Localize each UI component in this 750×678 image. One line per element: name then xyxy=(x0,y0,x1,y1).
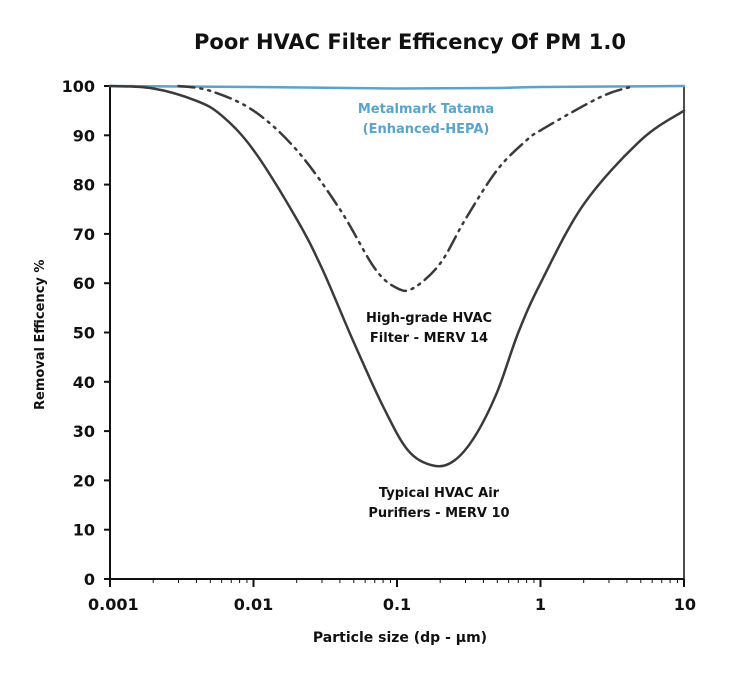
y-tick-label: 100 xyxy=(62,77,95,96)
series-line-metalmark-tatama xyxy=(108,84,686,90)
y-tick-label: 40 xyxy=(73,373,95,392)
x-axis-label: Particle size (dp - µm) xyxy=(312,630,488,646)
chart-title: Poor HVAC Filter Efficency Of PM 1.0 xyxy=(194,30,626,54)
annotation-hepa-line2: (Enhanced-HEPA) xyxy=(363,122,490,137)
annotation-merv14-line2: Filter - MERV 14 xyxy=(370,331,488,346)
annotation-merv10-line2: Purifiers - MERV 10 xyxy=(368,506,509,521)
series-line-merv10 xyxy=(108,84,686,468)
y-tick-label: 30 xyxy=(73,422,95,441)
x-tick-label: 0.001 xyxy=(88,595,139,614)
y-tick-label: 0 xyxy=(84,570,95,589)
series-line-merv14 xyxy=(177,84,636,293)
y-tick-label: 10 xyxy=(73,521,95,540)
annotation-merv10-line1: Typical HVAC Air xyxy=(379,486,500,501)
x-tick-label: 0.1 xyxy=(383,595,411,614)
y-tick-label: 70 xyxy=(73,225,95,244)
y-tick-label: 90 xyxy=(73,126,95,145)
y-tick-label: 50 xyxy=(73,324,95,343)
y-tick-label: 20 xyxy=(73,471,95,490)
x-tick-label: 1 xyxy=(535,595,546,614)
annotation-merv14-line1: High-grade HVAC xyxy=(366,311,492,326)
y-tick-label: 60 xyxy=(73,274,95,293)
y-ticks: 0 10 20 30 40 50 60 70 80 90 100 xyxy=(62,77,110,589)
x-tick-label: 10 xyxy=(674,595,696,614)
x-ticks: 0.001 0.01 0.1 1 10 xyxy=(88,579,696,614)
x-tick-label: 0.01 xyxy=(234,595,273,614)
series-layer xyxy=(108,84,686,468)
y-tick-label: 80 xyxy=(73,176,95,195)
annotation-hepa-line1: Metalmark Tatama xyxy=(358,102,494,117)
